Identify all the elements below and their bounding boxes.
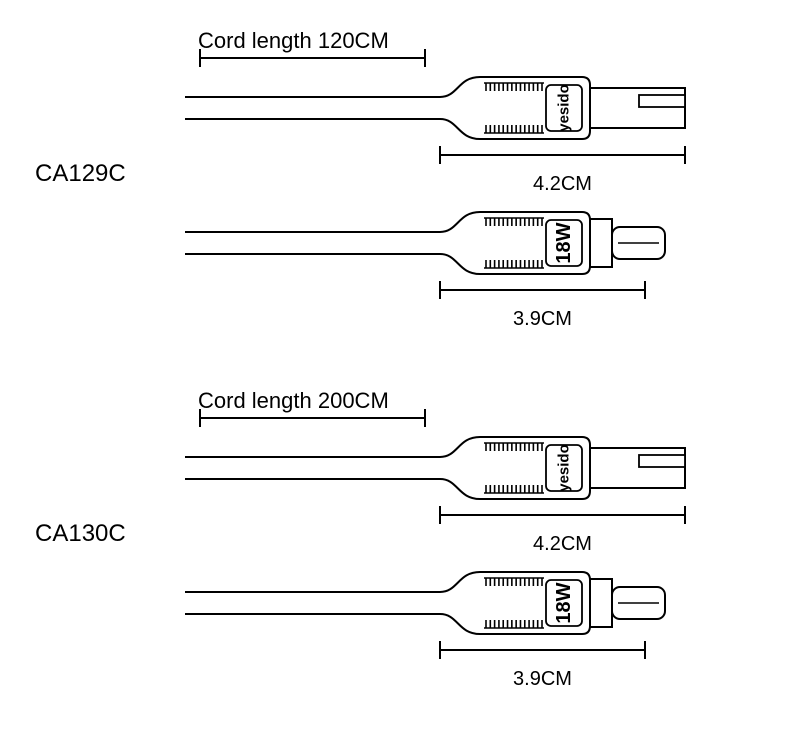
plug-length-bracket	[440, 146, 685, 164]
plug-length-label: 3.9CM	[440, 668, 645, 691]
connector-usb-a: yesido	[185, 437, 685, 499]
brand-text: yesido	[556, 444, 573, 492]
connector-usb-c: 18W	[185, 572, 665, 634]
model-label: CA129C	[35, 160, 126, 188]
plug-length-label: 3.9CM	[440, 308, 645, 331]
brand-text: 18W	[553, 582, 575, 623]
cord-length-label: Cord length 200CM	[198, 388, 389, 414]
model-label: CA130C	[35, 520, 126, 548]
usb-a-tongue	[639, 455, 685, 467]
usb-a-tongue	[639, 95, 685, 107]
connector-usb-a: yesido	[185, 77, 685, 139]
cord-length-label: Cord length 120CM	[198, 28, 389, 54]
connector-usb-c: 18W	[185, 212, 665, 274]
plug-length-bracket	[440, 641, 645, 659]
brand-text: yesido	[556, 84, 573, 132]
plug-length-bracket	[440, 506, 685, 524]
plug-length-label: 4.2CM	[440, 533, 685, 556]
usb-a-shell	[590, 88, 685, 128]
brand-text: 18W	[553, 222, 575, 263]
plug-length-bracket	[440, 281, 645, 299]
plug-length-label: 4.2CM	[440, 173, 685, 196]
usb-a-shell	[590, 448, 685, 488]
